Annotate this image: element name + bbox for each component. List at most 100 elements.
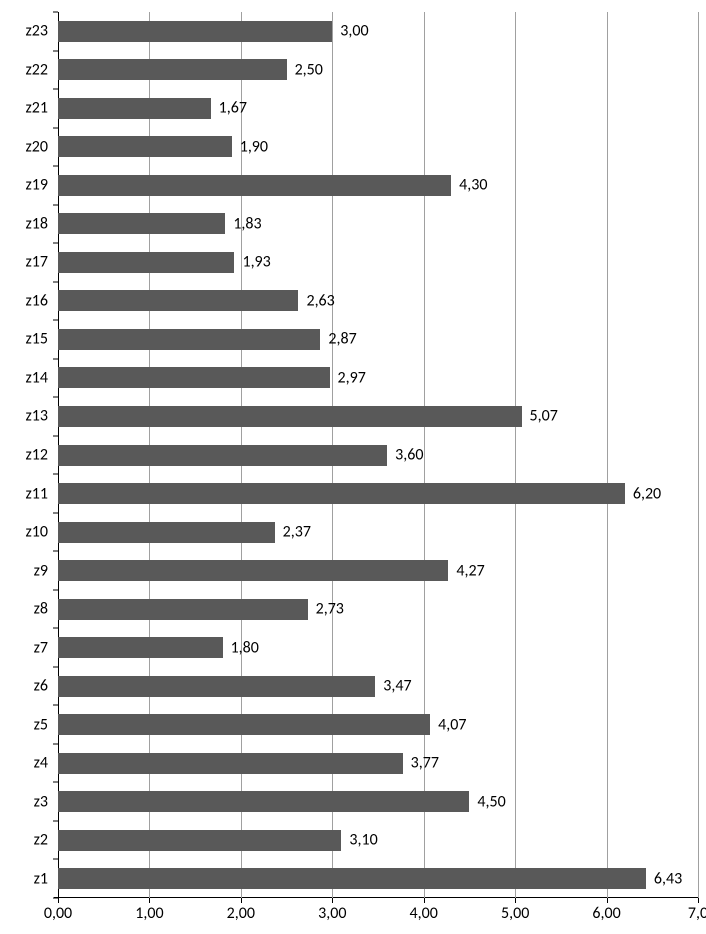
y-tick-mark xyxy=(53,204,58,205)
bar-value-label: 6,43 xyxy=(654,869,682,888)
y-tick-label: z8 xyxy=(34,600,48,619)
y-tick-mark xyxy=(53,435,58,436)
y-tick-mark xyxy=(53,820,58,821)
y-tick-label: z17 xyxy=(25,253,48,272)
y-tick-label: z6 xyxy=(34,677,48,696)
bar: 2,63 xyxy=(58,290,298,311)
bar-value-label: 1,83 xyxy=(233,214,261,233)
bar: 6,20 xyxy=(58,483,625,504)
x-tick-mark xyxy=(515,898,516,903)
bar-value-label: 3,77 xyxy=(411,754,439,773)
y-tick-mark xyxy=(53,551,58,552)
y-tick-mark xyxy=(53,782,58,783)
bar: 4,07 xyxy=(58,714,430,735)
y-tick-mark xyxy=(53,358,58,359)
y-tick-label: z9 xyxy=(34,561,48,580)
x-tick-label: 5,00 xyxy=(501,904,529,923)
y-tick-mark xyxy=(53,898,58,899)
y-tick-label: z23 xyxy=(25,22,48,41)
plot-area: 0,001,002,003,004,005,006,007,0z16,43z23… xyxy=(58,12,698,898)
y-tick-mark xyxy=(53,281,58,282)
y-tick-label: z12 xyxy=(25,446,48,465)
bar-value-label: 3,10 xyxy=(349,831,377,850)
gridline xyxy=(515,12,516,898)
bar: 1,67 xyxy=(58,98,211,119)
bar-value-label: 1,80 xyxy=(231,638,259,657)
bar-value-label: 2,50 xyxy=(295,60,323,79)
x-tick-mark xyxy=(149,898,150,903)
y-tick-mark xyxy=(53,859,58,860)
y-tick-mark xyxy=(53,166,58,167)
y-tick-mark xyxy=(53,512,58,513)
bar-value-label: 4,50 xyxy=(477,792,505,811)
x-tick-label: 3,00 xyxy=(318,904,346,923)
y-tick-mark xyxy=(53,666,58,667)
bar: 4,50 xyxy=(58,791,469,812)
bar-value-label: 4,30 xyxy=(459,176,487,195)
bar-value-label: 2,87 xyxy=(328,330,356,349)
bar: 1,90 xyxy=(58,136,232,157)
bar-value-label: 1,93 xyxy=(242,253,270,272)
y-tick-label: z1 xyxy=(34,869,48,888)
y-tick-label: z11 xyxy=(25,484,48,503)
y-tick-label: z5 xyxy=(34,715,48,734)
bar: 3,77 xyxy=(58,753,403,774)
bar-value-label: 2,37 xyxy=(283,523,311,542)
bar-value-label: 2,73 xyxy=(316,600,344,619)
bar-value-label: 2,97 xyxy=(338,368,366,387)
y-tick-mark xyxy=(53,89,58,90)
y-tick-label: z19 xyxy=(25,176,48,195)
bar-value-label: 3,00 xyxy=(340,22,368,41)
x-tick-mark xyxy=(332,898,333,903)
bar-value-label: 6,20 xyxy=(633,484,661,503)
bar-value-label: 1,67 xyxy=(219,99,247,118)
y-tick-mark xyxy=(53,474,58,475)
chart-container: 0,001,002,003,004,005,006,007,0z16,43z23… xyxy=(0,0,706,934)
y-tick-mark xyxy=(53,50,58,51)
x-axis-line xyxy=(54,897,698,898)
bar: 3,47 xyxy=(58,676,375,697)
x-tick-mark xyxy=(424,898,425,903)
bar-value-label: 5,07 xyxy=(530,407,558,426)
y-tick-mark xyxy=(53,743,58,744)
bar-value-label: 3,47 xyxy=(383,677,411,696)
bar-value-label: 3,60 xyxy=(395,446,423,465)
x-tick-label: 0,00 xyxy=(44,904,72,923)
y-tick-mark xyxy=(53,320,58,321)
bar: 2,50 xyxy=(58,59,287,80)
y-tick-label: z20 xyxy=(25,137,48,156)
bar-value-label: 4,07 xyxy=(438,715,466,734)
y-tick-label: z18 xyxy=(25,214,48,233)
y-tick-mark xyxy=(53,397,58,398)
y-tick-label: z10 xyxy=(25,523,48,542)
x-tick-mark xyxy=(698,898,699,903)
bar: 2,37 xyxy=(58,522,275,543)
x-tick-mark xyxy=(607,898,608,903)
x-tick-label: 7,0 xyxy=(688,904,706,923)
y-tick-mark xyxy=(53,127,58,128)
bar-value-label: 1,90 xyxy=(240,137,268,156)
x-tick-mark xyxy=(58,898,59,903)
x-tick-label: 2,00 xyxy=(227,904,255,923)
y-tick-label: z16 xyxy=(25,291,48,310)
y-tick-label: z14 xyxy=(25,368,48,387)
bar: 1,83 xyxy=(58,213,225,234)
y-tick-mark xyxy=(53,589,58,590)
x-tick-label: 4,00 xyxy=(410,904,438,923)
y-tick-label: z4 xyxy=(34,754,48,773)
y-tick-label: z13 xyxy=(25,407,48,426)
bar: 3,10 xyxy=(58,830,341,851)
bar: 2,73 xyxy=(58,599,308,620)
bar: 2,97 xyxy=(58,367,330,388)
gridline xyxy=(607,12,608,898)
y-tick-label: z7 xyxy=(34,638,48,657)
bar: 1,93 xyxy=(58,252,234,273)
x-tick-mark xyxy=(241,898,242,903)
bar: 3,60 xyxy=(58,445,387,466)
y-tick-mark xyxy=(53,628,58,629)
y-tick-mark xyxy=(53,705,58,706)
bar-value-label: 4,27 xyxy=(456,561,484,580)
bar: 2,87 xyxy=(58,329,320,350)
x-tick-label: 1,00 xyxy=(135,904,163,923)
y-tick-label: z2 xyxy=(34,831,48,850)
